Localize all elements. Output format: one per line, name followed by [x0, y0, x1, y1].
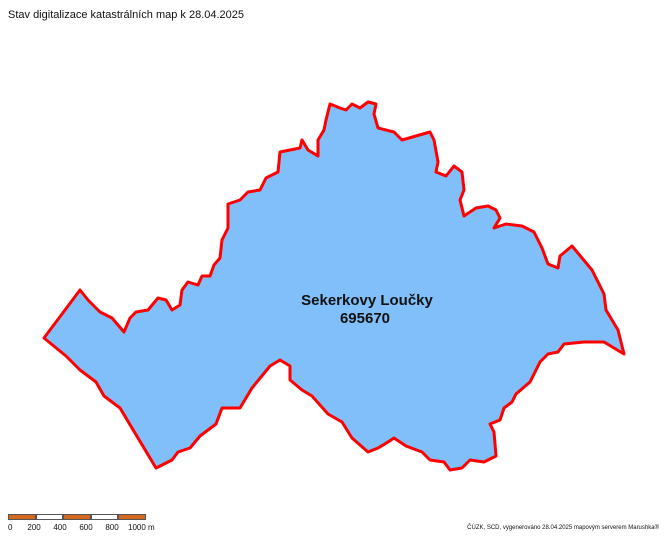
scale-bar: 0 200 400 600 800 1000 m: [8, 514, 155, 535]
scale-segment: [118, 514, 146, 520]
scale-label: 600: [79, 523, 93, 532]
scale-label: 0: [8, 523, 13, 532]
scale-label: 200: [27, 523, 41, 532]
area-code-label: 695670: [340, 310, 390, 327]
cadastral-area-polygon[interactable]: [42, 100, 626, 472]
area-name-label: Sekerkovy Loučky: [301, 292, 433, 309]
scale-label: 800: [105, 523, 119, 532]
map-title: Stav digitalizace katastrálních map k 28…: [8, 9, 245, 21]
scale-bar-segments: [8, 514, 146, 520]
scale-segment: [63, 514, 91, 520]
scale-segment: [35, 514, 63, 520]
scale-label: 400: [53, 523, 67, 532]
scale-label: 1000 m: [128, 523, 155, 532]
map-credit: ČÚZK, SCD, vygenerováno 28.04.2025 mapov…: [467, 525, 659, 531]
scale-segment: [8, 514, 36, 520]
scale-bar-labels: 0 200 400 600 800 1000 m: [8, 523, 155, 535]
scale-segment: [90, 514, 118, 520]
